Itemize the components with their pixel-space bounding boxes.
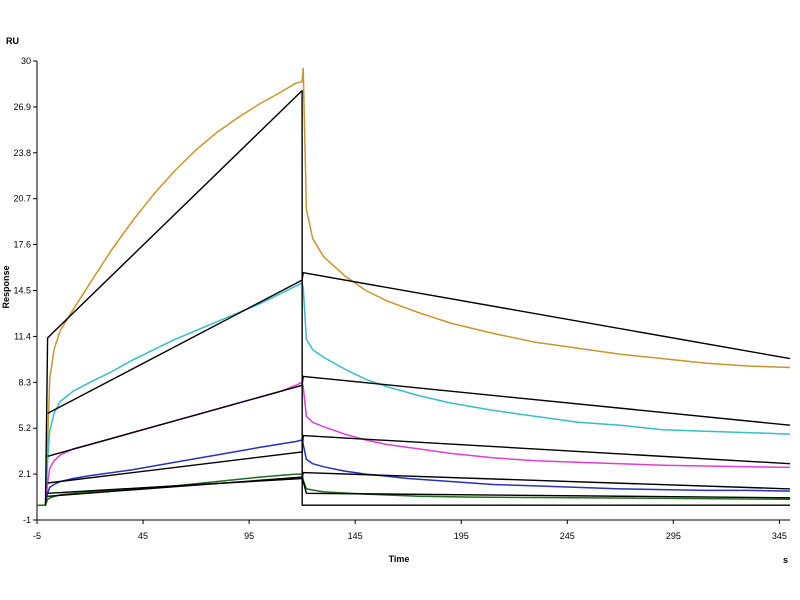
x-axis-title: Time [389, 554, 410, 564]
response-curve-0 [37, 67, 791, 506]
response-curve-1 [37, 282, 791, 506]
y-axis-title: Response [1, 265, 11, 308]
y-unit-label: RU [6, 36, 19, 46]
x-axis-ticks: -5 45 95 145 195 245 295 345 [33, 520, 787, 541]
fit-curve-10 [47, 476, 791, 499]
y-tick-label: 30 [21, 56, 31, 66]
axes [36, 61, 790, 521]
x-unit-label: s [783, 555, 788, 565]
y-tick-label: 8.3 [18, 377, 31, 387]
y-tick-label: 17.6 [13, 240, 31, 250]
x-tick-label: 45 [138, 531, 148, 541]
y-axis-ticks: -1 2.1 5.2 8.3 11.4 14.5 17.6 20.7 23.8 26.9 30 [13, 56, 37, 525]
x-tick-label: -5 [33, 531, 41, 541]
y-tick-label: 5.2 [18, 423, 31, 433]
x-tick-label: 195 [454, 531, 469, 541]
fit-curve-5 [44, 89, 790, 506]
x-tick-label: 345 [772, 531, 787, 541]
y-tick-label: 23.8 [13, 148, 31, 158]
y-tick-label: 20.7 [13, 194, 31, 204]
y-tick-label: 2.1 [18, 469, 31, 479]
x-tick-label: 245 [560, 531, 575, 541]
series-layer [37, 67, 791, 506]
y-tick-label: 11.4 [14, 331, 31, 341]
fit-curve-8 [47, 434, 791, 484]
x-tick-label: 145 [348, 531, 363, 541]
x-tick-label: 95 [244, 531, 254, 541]
fit-curve-7 [47, 375, 791, 457]
fit-curve-6 [47, 272, 791, 415]
x-tick-label: 295 [666, 531, 681, 541]
fit-curve-9 [47, 471, 791, 494]
y-tick-label: -1 [23, 515, 31, 525]
y-tick-label: 26.9 [13, 102, 31, 112]
y-tick-label: 14.5 [13, 286, 31, 296]
